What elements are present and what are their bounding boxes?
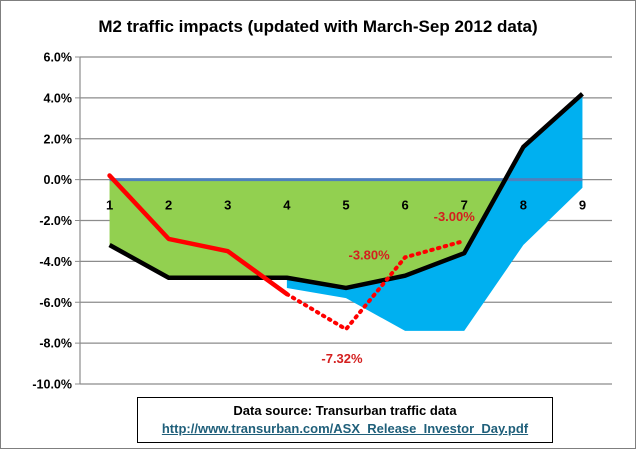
data-label: -3.00% [434,209,476,224]
y-tick-label: 2.0% [44,132,73,146]
x-tick-label: 9 [579,198,586,213]
x-tick-label: 7 [461,198,468,213]
y-tick-label: -4.0% [39,255,72,269]
line-layer [107,92,584,332]
x-tick-label: 1 [106,198,113,213]
source-text: Data source: Transurban traffic data [233,403,457,418]
blue-area [286,93,583,331]
x-tick-label: 6 [401,198,408,213]
source-box: Data source: Transurban traffic data htt… [137,397,553,443]
y-tick-label: 0.0% [44,173,73,187]
data-label: -3.80% [349,247,391,262]
x-tick-label: 4 [283,198,291,213]
y-tick-label: -10.0% [32,378,72,392]
area-layer [109,93,583,331]
x-tick-label: 3 [224,198,231,213]
red-solid-line [107,173,290,297]
x-tick-label: 8 [520,198,527,213]
annotation-layer: -3.80% -3.00% -7.32% [321,209,475,366]
x-tick-label: 2 [165,198,172,213]
source-link[interactable]: http://www.transurban.com/ASX_Release_In… [161,421,529,436]
red-dotted-line [284,238,467,332]
tick-layer: 6.0% 4.0% 2.0% 0.0% -2.0% -4.0% -6.0% -8.0% -10.… [32,51,586,392]
y-tick-label: -2.0% [39,214,72,228]
y-tick-label: 4.0% [44,91,73,105]
x-tick-label: 5 [342,198,349,213]
black-series-line [108,92,584,291]
chart-title: M2 traffic impacts (updated with March-S… [98,17,537,36]
green-area [109,179,506,288]
y-tick-label: -6.0% [39,296,72,310]
y-tick-label: 6.0% [44,51,73,65]
y-tick-label: -8.0% [39,337,72,351]
data-label: -7.32% [321,351,363,366]
